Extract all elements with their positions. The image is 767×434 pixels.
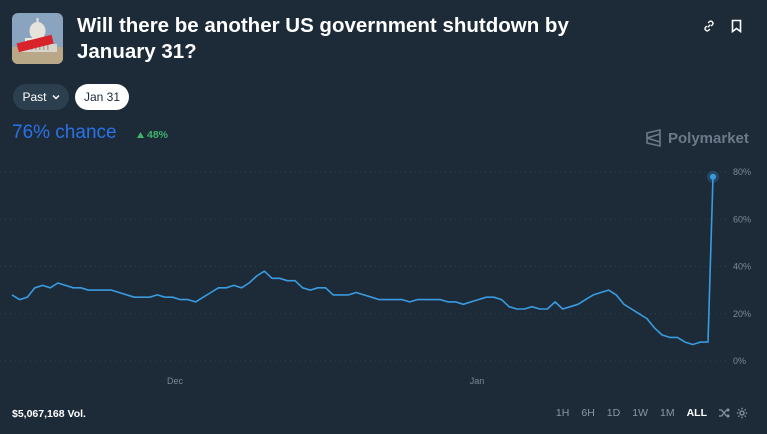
polymarket-icon bbox=[646, 129, 661, 147]
x-tick-label: Dec bbox=[167, 376, 184, 386]
link-icon[interactable] bbox=[700, 17, 718, 35]
brand-name: Polymarket bbox=[668, 129, 749, 147]
x-tick-label: Jan bbox=[470, 376, 485, 386]
change-value: 48% bbox=[147, 129, 169, 141]
polymarket-logo: Polymarket bbox=[645, 129, 749, 147]
y-tick-label: 20% bbox=[733, 309, 751, 319]
date-filter-label: Jan 31 bbox=[83, 90, 121, 104]
range-1d[interactable]: 1D bbox=[606, 407, 621, 419]
past-filter-button[interactable]: Past bbox=[13, 84, 69, 110]
y-tick-label: 80% bbox=[733, 167, 751, 177]
capitol-closed-image bbox=[12, 13, 63, 64]
change-badge: 48% bbox=[137, 129, 168, 141]
market-thumbnail bbox=[12, 13, 63, 64]
volume-text: $5,067,168 Vol. bbox=[12, 408, 86, 420]
chevron-down-icon bbox=[52, 95, 59, 100]
y-tick-label: 40% bbox=[733, 262, 751, 272]
bookmark-icon[interactable] bbox=[727, 17, 745, 35]
range-1m[interactable]: 1M bbox=[659, 407, 675, 419]
y-tick-label: 60% bbox=[733, 214, 751, 224]
price-line bbox=[11, 176, 714, 346]
price-history-chart[interactable]: 80% 60% 40% 20% 0% Dec Jan bbox=[0, 160, 767, 395]
market-title: Will there be another US government shut… bbox=[77, 14, 569, 63]
range-6h[interactable]: 6H bbox=[581, 407, 595, 419]
past-filter-label: Past bbox=[22, 90, 47, 104]
chance-value: 76% chance bbox=[12, 122, 117, 143]
current-point bbox=[710, 173, 716, 180]
range-all[interactable]: ALL bbox=[686, 407, 707, 419]
time-range-selector: 1H 6H 1D 1W 1M ALL bbox=[550, 406, 749, 420]
settings-gear-icon[interactable] bbox=[735, 406, 749, 420]
date-filter-button[interactable]: Jan 31 bbox=[75, 84, 129, 110]
range-1h[interactable]: 1H bbox=[555, 407, 570, 419]
range-1w[interactable]: 1W bbox=[632, 407, 648, 419]
y-tick-label: 0% bbox=[733, 356, 746, 366]
triangle-up-icon bbox=[137, 132, 144, 138]
shuffle-icon[interactable] bbox=[717, 406, 731, 420]
